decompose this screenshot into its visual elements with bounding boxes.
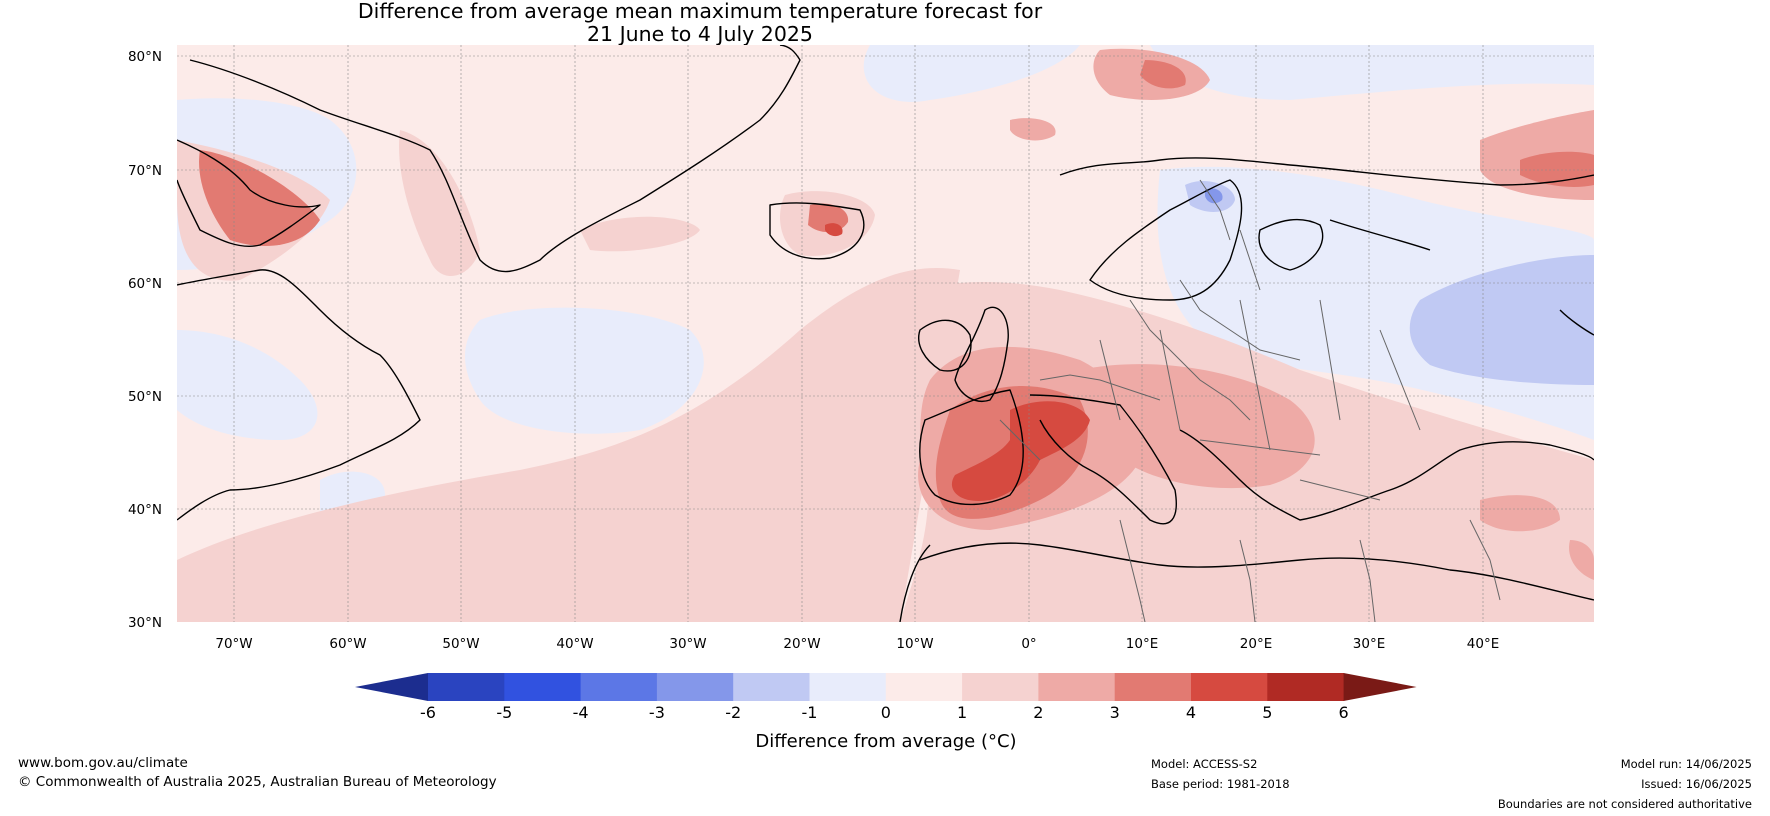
colorbar-tick-label: 3 <box>1110 703 1120 722</box>
colorbar-label: Difference from average (°C) <box>755 731 1016 752</box>
colorbar-tick-label: 2 <box>1033 703 1043 722</box>
website-link[interactable]: www.bom.gov.au/climate <box>18 755 188 771</box>
lat-label: 40°N <box>128 502 162 518</box>
colorbar-tick-label: 4 <box>1186 703 1196 722</box>
colorbar-segment <box>580 673 658 701</box>
lat-label: 60°N <box>128 276 162 292</box>
longitude-labels: 70°W 60°W 50°W 40°W 30°W 20°W 10°W 0° 10… <box>215 636 1499 652</box>
coastlines <box>177 45 1594 622</box>
colorbar-tick-label: -3 <box>649 703 665 722</box>
lon-label: 30°W <box>669 636 706 652</box>
lon-label: 70°W <box>215 636 252 652</box>
lat-label: 30°N <box>128 615 162 631</box>
colorbar-segment <box>809 673 887 701</box>
colorbar-segment <box>504 673 582 701</box>
colorbar-tick-label: 5 <box>1262 703 1272 722</box>
colorbar-segment <box>1114 673 1192 701</box>
colorbar-segment <box>885 673 963 701</box>
colorbar-tick-label: 0 <box>881 703 891 722</box>
title-line-1: Difference from average mean maximum tem… <box>357 0 1043 23</box>
model-text: Model: ACCESS-S2 <box>1151 757 1258 771</box>
country-borders <box>999 179 1501 622</box>
lon-label: 60°W <box>329 636 366 652</box>
map-panel <box>177 45 1594 622</box>
lat-label: 80°N <box>128 49 162 65</box>
lon-label: 0° <box>1021 636 1036 652</box>
title-line-2: 21 June to 4 July 2025 <box>587 22 813 46</box>
colorbar-tick-label: -4 <box>573 703 589 722</box>
latitude-labels: 80°N 70°N 60°N 50°N 40°N 30°N <box>128 49 162 631</box>
colorbar-segment <box>428 673 505 701</box>
lon-label: 20°E <box>1240 636 1272 652</box>
colorbar-segment <box>962 673 1039 701</box>
colorbar-segment <box>733 673 810 701</box>
issued-text: Issued: 16/06/2025 <box>1641 777 1752 791</box>
colorbar-tick-label: 1 <box>957 703 967 722</box>
colorbar-arrow-low <box>355 673 428 701</box>
disclaimer-text: Boundaries are not considered authoritat… <box>1497 797 1752 811</box>
warm-anomaly-regions <box>177 48 1594 622</box>
colorbar-segment <box>1191 673 1268 701</box>
lon-label: 10°E <box>1126 636 1158 652</box>
copyright-text: © Commonwealth of Australia 2025, Austra… <box>18 774 497 790</box>
lon-label: 10°W <box>896 636 933 652</box>
colorbar-tick-label: -5 <box>496 703 512 722</box>
colorbar-ticks: -6 -5 -4 -3 -2 -1 0 1 2 3 4 5 6 <box>420 703 1349 722</box>
colorbar-segment <box>1267 673 1345 701</box>
colorbar-tick-label: 6 <box>1339 703 1349 722</box>
colorbar <box>355 673 1417 701</box>
map-title: Difference from average mean maximum tem… <box>0 0 1400 46</box>
lon-label: 40°E <box>1467 636 1499 652</box>
lon-label: 50°W <box>442 636 479 652</box>
lon-label: 30°E <box>1353 636 1385 652</box>
colorbar-segment <box>656 673 734 701</box>
colorbar-tick-label: -1 <box>802 703 818 722</box>
lat-label: 50°N <box>128 389 162 405</box>
lon-label: 20°W <box>783 636 820 652</box>
gridlines <box>177 45 1594 622</box>
colorbar-tick-label: -2 <box>725 703 741 722</box>
colorbar-tick-label: -6 <box>420 703 436 722</box>
lat-label: 70°N <box>128 163 162 179</box>
model-run-text: Model run: 14/06/2025 <box>1620 757 1752 771</box>
colorbar-arrow-high <box>1343 673 1417 701</box>
lon-label: 40°W <box>556 636 593 652</box>
base-period-text: Base period: 1981-2018 <box>1151 777 1290 791</box>
colorbar-segment <box>1038 673 1116 701</box>
